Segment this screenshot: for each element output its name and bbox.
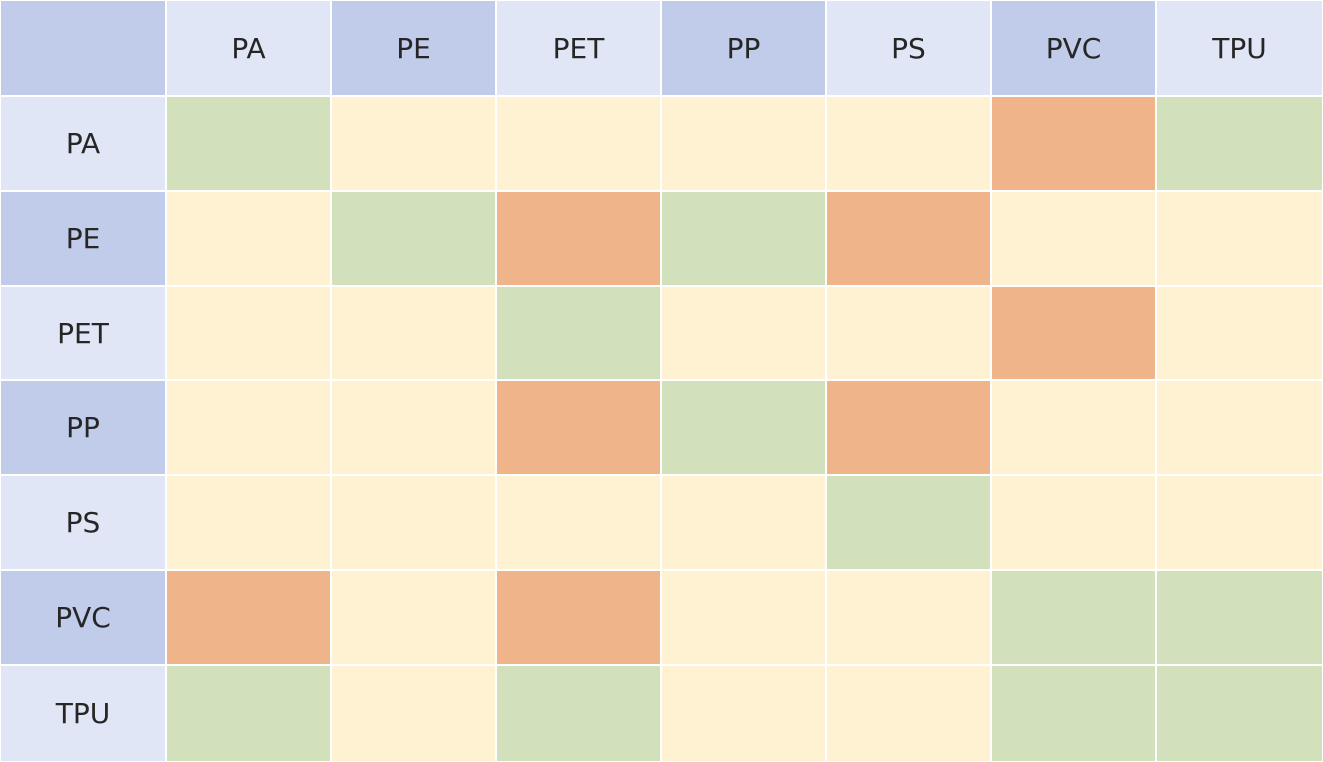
matrix-cell-pet-pa — [167, 287, 330, 379]
matrix-cell-pe-pp — [662, 192, 825, 285]
matrix-cell-pe-tpu — [1157, 192, 1322, 285]
row-header-pvc: PVC — [1, 571, 165, 664]
column-header-pa: PA — [167, 1, 330, 95]
matrix-cell-tpu-ps — [827, 666, 990, 761]
matrix-cell-pe-pet — [497, 192, 660, 285]
matrix-cell-pvc-pe — [332, 571, 495, 664]
column-header-ps: PS — [827, 1, 990, 95]
matrix-cell-tpu-pet — [497, 666, 660, 761]
matrix-cell-pet-pet — [497, 287, 660, 379]
matrix-cell-pa-ps — [827, 97, 990, 190]
matrix-cell-pe-pvc — [992, 192, 1155, 285]
matrix-cell-pe-pe — [332, 192, 495, 285]
corner-header-cell — [1, 1, 165, 95]
matrix-cell-pvc-pvc — [992, 571, 1155, 664]
matrix-cell-pet-pvc — [992, 287, 1155, 379]
matrix-cell-ps-pet — [497, 476, 660, 569]
matrix-cell-pp-pp — [662, 381, 825, 474]
matrix-cell-pvc-pa — [167, 571, 330, 664]
matrix-cell-tpu-pe — [332, 666, 495, 761]
matrix-cell-pet-pp — [662, 287, 825, 379]
row-header-pp: PP — [1, 381, 165, 474]
column-header-pet: PET — [497, 1, 660, 95]
matrix-cell-ps-pa — [167, 476, 330, 569]
matrix-cell-pp-ps — [827, 381, 990, 474]
matrix-cell-pa-pet — [497, 97, 660, 190]
column-header-pvc: PVC — [992, 1, 1155, 95]
matrix-cell-pa-tpu — [1157, 97, 1322, 190]
matrix-cell-tpu-tpu — [1157, 666, 1322, 761]
row-header-pa: PA — [1, 97, 165, 190]
matrix-cell-pp-tpu — [1157, 381, 1322, 474]
matrix-cell-tpu-pvc — [992, 666, 1155, 761]
matrix-cell-pe-ps — [827, 192, 990, 285]
matrix-cell-pvc-pet — [497, 571, 660, 664]
matrix-cell-tpu-pa — [167, 666, 330, 761]
matrix-cell-pa-pvc — [992, 97, 1155, 190]
matrix-cell-ps-ps — [827, 476, 990, 569]
matrix-cell-tpu-pp — [662, 666, 825, 761]
row-header-pet: PET — [1, 287, 165, 379]
matrix-cell-ps-pe — [332, 476, 495, 569]
matrix-cell-pp-pvc — [992, 381, 1155, 474]
matrix-cell-pp-pet — [497, 381, 660, 474]
row-header-tpu: TPU — [1, 666, 165, 761]
matrix-cell-pa-pe — [332, 97, 495, 190]
column-header-pp: PP — [662, 1, 825, 95]
matrix-cell-pet-ps — [827, 287, 990, 379]
matrix-cell-pe-pa — [167, 192, 330, 285]
matrix-cell-pet-tpu — [1157, 287, 1322, 379]
matrix-cell-ps-tpu — [1157, 476, 1322, 569]
column-header-tpu: TPU — [1157, 1, 1322, 95]
row-header-ps: PS — [1, 476, 165, 569]
matrix-cell-pp-pe — [332, 381, 495, 474]
matrix-cell-pvc-tpu — [1157, 571, 1322, 664]
matrix-cell-ps-pvc — [992, 476, 1155, 569]
row-header-pe: PE — [1, 192, 165, 285]
matrix-cell-pet-pe — [332, 287, 495, 379]
matrix-cell-pa-pp — [662, 97, 825, 190]
matrix-cell-ps-pp — [662, 476, 825, 569]
matrix-cell-pa-pa — [167, 97, 330, 190]
column-header-pe: PE — [332, 1, 495, 95]
matrix-cell-pvc-pp — [662, 571, 825, 664]
matrix-cell-pvc-ps — [827, 571, 990, 664]
matrix-cell-pp-pa — [167, 381, 330, 474]
